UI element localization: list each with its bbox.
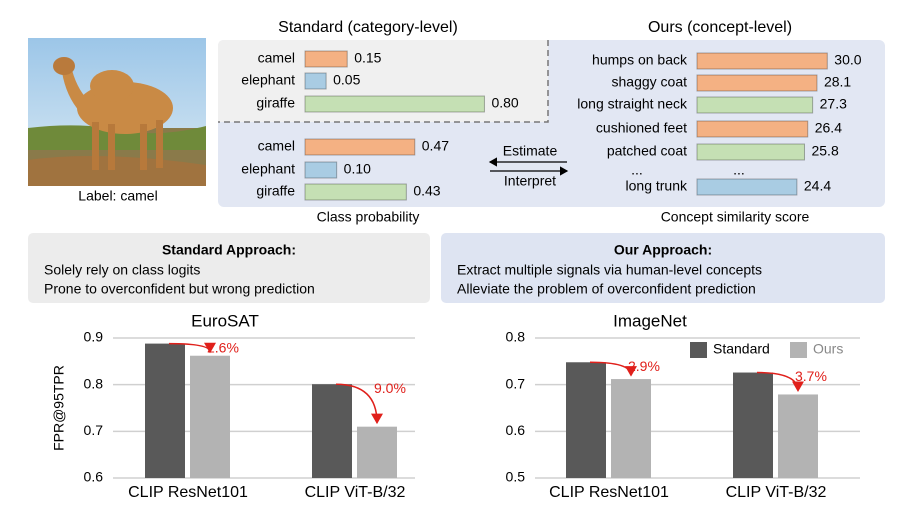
value-label: 0.10: [344, 161, 371, 177]
value-label: 0.80: [491, 95, 518, 111]
category-label: giraffe: [256, 183, 295, 199]
value-label: 0.15: [354, 50, 381, 66]
annotation: 2.9%: [628, 358, 660, 374]
bar: [304, 183, 407, 201]
bar: [566, 362, 606, 478]
arrow-label: Interpret: [504, 173, 556, 189]
x-tick-label: CLIP ResNet101: [128, 484, 248, 501]
y-tick-label: 0.8: [506, 329, 526, 345]
box-line: Solely rely on class logits: [44, 262, 200, 278]
chart-title: ImageNet: [613, 311, 687, 330]
bar: [145, 343, 185, 478]
value-label: 0.43: [413, 183, 440, 199]
bar: [304, 138, 416, 156]
bar: [190, 355, 230, 478]
chart-title: EuroSAT: [191, 311, 259, 330]
text-box: [28, 233, 430, 303]
bar: [312, 384, 352, 478]
bar: [696, 178, 798, 196]
bar: [696, 52, 828, 70]
annotation-arrow: [335, 383, 383, 425]
annotation-arrow: [168, 342, 216, 354]
category-label: shaggy coat: [612, 74, 688, 90]
ellipsis: ...: [631, 162, 643, 178]
chart-title: Standard (category-level): [278, 19, 458, 36]
bar: [304, 50, 348, 68]
y-tick-label: 0.7: [506, 375, 526, 391]
x-tick-label: CLIP ResNet101: [549, 484, 669, 501]
category-label: humps on back: [592, 52, 688, 68]
y-tick-label: 0.5: [506, 469, 526, 485]
annotation-arrow: [589, 361, 637, 377]
x-tick-label: CLIP ViT-B/32: [305, 484, 406, 501]
y-tick-label: 0.6: [84, 469, 104, 485]
bar: [696, 74, 818, 92]
y-tick-label: 0.6: [506, 422, 526, 438]
value-label: 25.8: [811, 143, 838, 159]
category-label: long straight neck: [577, 96, 688, 112]
box-line: Extract multiple signals via human-level…: [457, 262, 762, 278]
legend-label: Ours: [813, 341, 843, 357]
bar: [696, 96, 814, 114]
box-title: Our Approach:: [614, 242, 712, 258]
annotation-arrow: [756, 371, 804, 392]
bar: [696, 143, 805, 161]
box-line: Prone to overconfident but wrong predict…: [44, 281, 315, 297]
category-label: camel: [258, 138, 295, 154]
value-label: 27.3: [820, 96, 847, 112]
bar: [304, 161, 338, 179]
bar: [733, 372, 773, 478]
category-label: elephant: [241, 161, 295, 177]
value-label: 24.4: [804, 178, 831, 194]
value-label: 30.0: [834, 52, 861, 68]
image-label: Label: camel: [78, 188, 157, 204]
category-label: camel: [258, 50, 295, 66]
camel-image: [28, 38, 206, 186]
legend-label: Standard: [713, 341, 770, 357]
y-tick-label: 0.9: [84, 329, 104, 345]
legend-swatch: [790, 342, 807, 358]
box-line: Alleviate the problem of overconfident p…: [457, 281, 756, 297]
chart-title: Ours (concept-level): [648, 19, 792, 36]
divider: [218, 40, 549, 123]
arrow-label: Estimate: [503, 143, 558, 159]
category-label: giraffe: [256, 95, 295, 111]
y-axis-label: FPR@95TPR: [51, 365, 67, 451]
bar: [304, 72, 327, 90]
annotation: 9.0%: [374, 380, 406, 396]
bar: [357, 426, 397, 478]
legend-swatch: [690, 342, 707, 358]
ellipsis: ...: [733, 162, 745, 178]
bar: [611, 379, 651, 478]
category-label: elephant: [241, 72, 295, 88]
value-label: 26.4: [815, 120, 842, 136]
value-label: 0.05: [333, 72, 360, 88]
y-tick-label: 0.8: [84, 375, 104, 391]
category-label: long trunk: [626, 178, 688, 194]
bar: [778, 394, 818, 478]
x-axis-label: Concept similarity score: [661, 209, 810, 225]
box-title: Standard Approach:: [162, 242, 296, 258]
text-box: [441, 233, 885, 303]
y-tick-label: 0.7: [84, 422, 104, 438]
x-axis-label: Class probability: [317, 209, 420, 225]
category-label: patched coat: [607, 143, 687, 159]
bar: [304, 95, 485, 113]
annotation: 2.6%: [207, 339, 239, 355]
category-label: cushioned feet: [596, 120, 687, 136]
value-label: 28.1: [824, 74, 851, 90]
bar: [696, 120, 809, 138]
value-label: 0.47: [422, 138, 449, 154]
x-tick-label: CLIP ViT-B/32: [726, 484, 827, 501]
annotation: 3.7%: [795, 368, 827, 384]
